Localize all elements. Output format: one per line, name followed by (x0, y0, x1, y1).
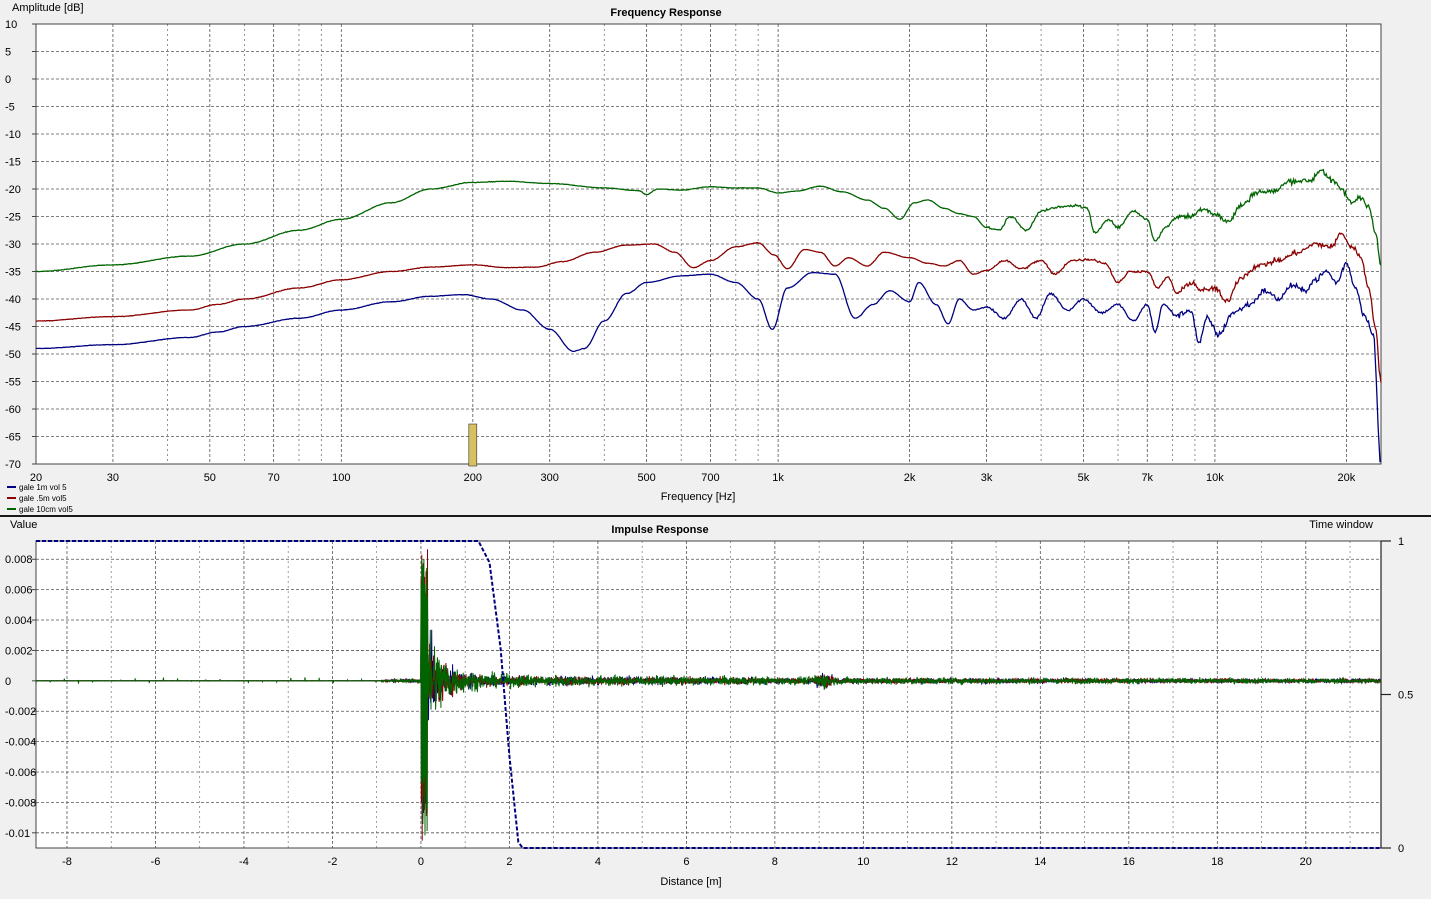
ir-x-tick-label: 18 (1211, 856, 1223, 868)
ir-x-tick-label: 14 (1034, 856, 1046, 868)
fr-y-tick-label: -10 (5, 129, 21, 141)
fr-series-line-1 (35, 232, 1382, 383)
fr-y-tick-label: -15 (5, 157, 21, 169)
fr-xlabel: Frequency [Hz] (661, 491, 736, 503)
fr-x-tick-label: 50 (204, 472, 216, 484)
ir-x-tick-label: -8 (62, 856, 72, 868)
ir-y-tick-label: -0.01 (5, 828, 30, 840)
ir-x-tick-label: 8 (772, 856, 778, 868)
ir-y2label: Time window (1309, 519, 1373, 531)
fr-x-tick-label: 200 (464, 472, 482, 484)
ir-y-tick-label: 0.004 (5, 615, 33, 627)
ir-x-tick-label: 12 (946, 856, 958, 868)
fr-y-tick-label: -30 (5, 239, 21, 251)
fr-x-tick-label: 7k (1141, 472, 1153, 484)
ir-time-window-curve (36, 540, 1381, 849)
fr-y-tick-label: -40 (5, 294, 21, 306)
fr-y-tick-label: 10 (5, 19, 17, 31)
fr-x-tick-label: 3k (981, 472, 993, 484)
ir-y2-tick-label: 0 (1398, 843, 1404, 855)
fr-y-tick-label: -35 (5, 267, 21, 279)
fr-x-tick-label: 100 (332, 472, 350, 484)
frequency-cursor-marker (468, 423, 478, 467)
fr-y-tick-label: -45 (5, 322, 21, 334)
ir-y-tick-label: -0.008 (5, 797, 36, 809)
fr-x-tick-label: 500 (637, 472, 655, 484)
ir-y-tick-label: 0.006 (5, 585, 33, 597)
fr-title: Frequency Response (610, 7, 721, 19)
fr-ylabel: Amplitude [dB] (12, 2, 84, 14)
ir-x-tick-label: -2 (328, 856, 338, 868)
ir-y-tick-label: -0.006 (5, 767, 36, 779)
fr-legend-label: gale 1m vol 5 (19, 483, 67, 492)
fr-series-line-2 (35, 168, 1382, 273)
ir-x-tick-label: 6 (683, 856, 689, 868)
fr-x-tick-label: 30 (107, 472, 119, 484)
ir-title: Impulse Response (611, 524, 708, 536)
ir-y-tick-label: -0.004 (5, 737, 36, 749)
ir-ylabel: Value (10, 519, 37, 531)
ir-x-tick-label: 4 (595, 856, 601, 868)
fr-x-tick-label: 20k (1338, 472, 1356, 484)
fr-x-tick-label: 5k (1078, 472, 1090, 484)
fr-y-tick-label: -5 (5, 102, 15, 114)
ir-xlabel: Distance [m] (660, 876, 721, 888)
fr-x-tick-label: 10k (1206, 472, 1224, 484)
ir-x-tick-label: -6 (151, 856, 161, 868)
fr-y-tick-label: -65 (5, 432, 21, 444)
ir-x-tick-label: 10 (857, 856, 869, 868)
fr-x-tick-label: 70 (268, 472, 280, 484)
fr-x-tick-label: 300 (541, 472, 559, 484)
ir-x-tick-label: -4 (239, 856, 249, 868)
fr-y-tick-label: -55 (5, 377, 21, 389)
ir-y-tick-label: 0 (5, 676, 11, 688)
ir-x-tick-label: 16 (1123, 856, 1135, 868)
fr-y-tick-label: -25 (5, 212, 21, 224)
fr-legend-label: gale 10cm vol5 (19, 505, 73, 514)
fr-x-tick-label: 2k (904, 472, 916, 484)
fr-y-tick-label: -20 (5, 184, 21, 196)
fr-y-tick-label: 0 (5, 74, 11, 86)
fr-legend-label: gale .5m vol5 (19, 494, 67, 503)
impulse-response-chart: Impulse Response Value Time window Dista… (5, 519, 1413, 888)
fr-x-tick-label: 20 (30, 472, 42, 484)
fr-series-line-0 (36, 261, 1382, 463)
ir-y2-tick-label: 1 (1398, 536, 1404, 548)
ir-series-line-2 (35, 558, 1382, 836)
fr-legend: gale 1m vol 5 gale .5m vol5 gale 10cm vol5 (7, 483, 73, 514)
ir-y2-tick-label: 0.5 (1398, 690, 1413, 702)
fr-y-tick-label: -60 (5, 404, 21, 416)
fr-y-tick-label: -70 (5, 459, 21, 471)
fr-y-tick-label: -50 (5, 349, 21, 361)
fr-x-tick-label: 700 (701, 472, 719, 484)
ir-y-tick-label: 0.008 (5, 554, 33, 566)
ir-x-tick-label: 20 (1300, 856, 1312, 868)
ir-y-tick-label: 0.002 (5, 645, 33, 657)
panel-divider (0, 515, 1431, 517)
frequency-response-chart: Frequency Response Amplitude [dB] Freque… (5, 2, 1382, 514)
ir-x-tick-label: 0 (418, 856, 424, 868)
fr-x-tick-label: 1k (772, 472, 784, 484)
ir-plot-area (36, 541, 1381, 848)
ir-x-tick-label: 2 (506, 856, 512, 868)
ir-y-tick-label: -0.002 (5, 706, 36, 718)
fr-y-tick-label: 5 (5, 47, 11, 59)
